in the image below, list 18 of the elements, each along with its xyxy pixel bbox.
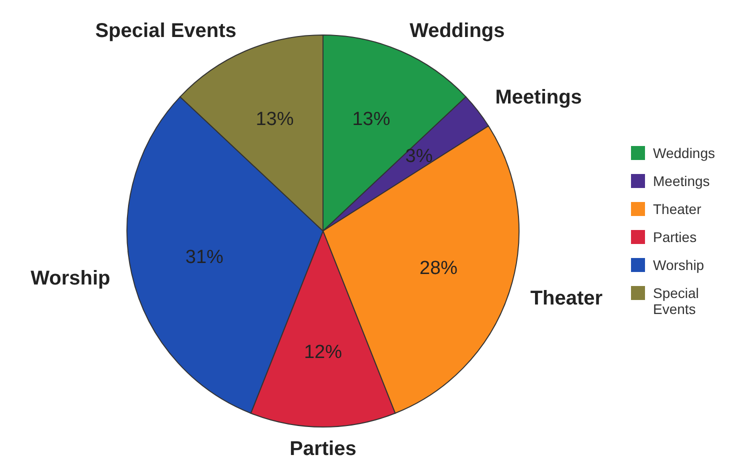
slice-label: Parties (290, 438, 356, 460)
legend-label: Weddings (653, 145, 716, 161)
slice-label: Special Events (95, 20, 236, 42)
slice-label: Weddings (410, 20, 505, 42)
legend-label: Meetings (653, 173, 711, 189)
data-label: 13% (352, 108, 390, 130)
data-label: 3% (405, 146, 433, 168)
legend-label: Special Events (653, 285, 700, 317)
legend-label: Worship (653, 257, 706, 273)
slice-label: Meetings (495, 86, 582, 108)
data-label: 28% (420, 258, 458, 280)
legend-label: Parties (653, 229, 698, 245)
data-label: 31% (185, 247, 224, 268)
slice-label: Worship (30, 268, 110, 290)
data-label: 13% (256, 108, 294, 130)
legend-label: Theater (653, 201, 702, 217)
slice-label: Theater (530, 287, 603, 310)
data-label: 12% (304, 342, 342, 364)
